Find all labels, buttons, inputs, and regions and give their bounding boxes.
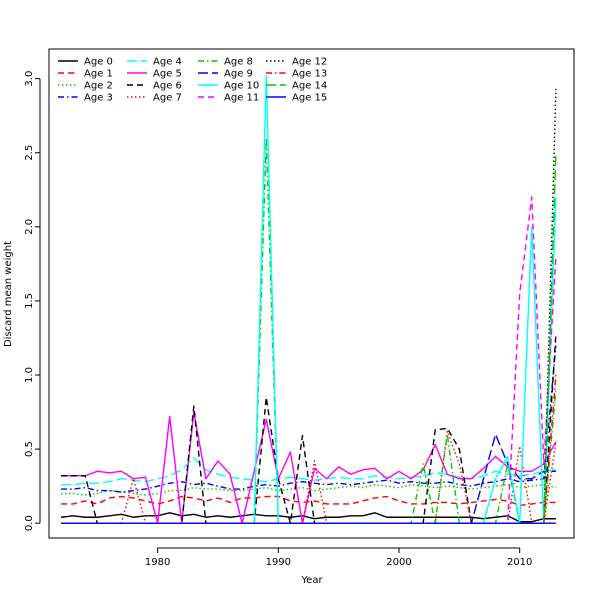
legend-label: Age 1 (84, 69, 113, 80)
series-line-age-2 (61, 483, 557, 496)
legend-item-age-1: Age 1 (58, 69, 113, 80)
legend-label: Age 7 (153, 93, 182, 104)
legend-label: Age 12 (292, 57, 327, 68)
legend-item-age-2: Age 2 (58, 81, 113, 92)
x-tick-label: 2000 (386, 557, 411, 568)
x-tick-label: 1990 (266, 557, 291, 568)
series-line-age-5 (61, 411, 557, 524)
series-line-age-4 (61, 457, 556, 486)
x-tick-label: 1980 (145, 557, 170, 568)
legend-label: Age 5 (153, 69, 182, 80)
legend-label: Age 11 (224, 93, 259, 104)
legend-item-age-5: Age 5 (127, 69, 182, 80)
y-tick-label: 3.0 (24, 71, 35, 87)
series-line-age-3 (61, 345, 557, 493)
legend-label: Age 6 (153, 81, 182, 92)
legend-item-age-13: Age 13 (266, 69, 327, 80)
plot-frame (48, 48, 575, 539)
legend-item-age-4: Age 4 (127, 57, 182, 68)
legend-label: Age 0 (84, 57, 113, 68)
plot-area (48, 48, 575, 539)
series-line-age-10 (61, 74, 557, 524)
legend-item-age-15: Age 15 (266, 93, 327, 104)
legend-label: Age 14 (292, 81, 327, 92)
legend-item-age-11: Age 11 (198, 93, 259, 104)
legend-label: Age 3 (84, 93, 113, 104)
x-tick-label: 2010 (507, 557, 532, 568)
y-tick-label: 1.5 (24, 293, 35, 309)
y-axis-title: Discard mean weight (3, 241, 14, 347)
x-axis: 1980 1990 2000 2010 (145, 547, 532, 568)
y-axis: 0.0 0.5 1.0 1.5 2.0 2.5 3.0 (24, 71, 41, 531)
legend-label: Age 15 (292, 93, 327, 104)
legend-label: Age 9 (224, 69, 253, 80)
legend-item-age-7: Age 7 (127, 93, 182, 104)
y-tick-label: 2.5 (24, 145, 35, 161)
series-line-age-1 (61, 495, 556, 507)
series-line-age-11 (61, 196, 557, 524)
y-tick-label: 2.0 (24, 219, 35, 235)
legend-item-age-0: Age 0 (58, 57, 113, 68)
legend-label: Age 13 (292, 69, 327, 80)
legend-label: Age 4 (153, 57, 182, 68)
y-tick-label: 0.5 (24, 441, 35, 457)
y-tick-label: 1.0 (24, 367, 35, 383)
legend-label: Age 8 (224, 57, 253, 68)
legend-item-age-6: Age 6 (127, 81, 182, 92)
legend-item-age-9: Age 9 (198, 69, 253, 80)
series-line-age-0 (60, 512, 556, 523)
legend-label: Age 10 (224, 81, 259, 92)
legend-item-age-3: Age 3 (58, 93, 113, 104)
series-line-age-14 (61, 152, 557, 524)
legend-item-age-14: Age 14 (266, 81, 327, 92)
x-axis-title: Year (300, 575, 323, 586)
legend-item-age-12: Age 12 (266, 57, 327, 68)
series-line-age-7 (61, 430, 557, 524)
series-line-age-12 (61, 88, 557, 524)
legend-label: Age 2 (84, 81, 113, 92)
legend-item-age-10: Age 10 (198, 81, 259, 92)
legend-item-age-8: Age 8 (198, 57, 253, 68)
series-line-age-8 (61, 137, 557, 524)
y-tick-label: 0.0 (24, 515, 35, 531)
series-layer (60, 74, 557, 524)
